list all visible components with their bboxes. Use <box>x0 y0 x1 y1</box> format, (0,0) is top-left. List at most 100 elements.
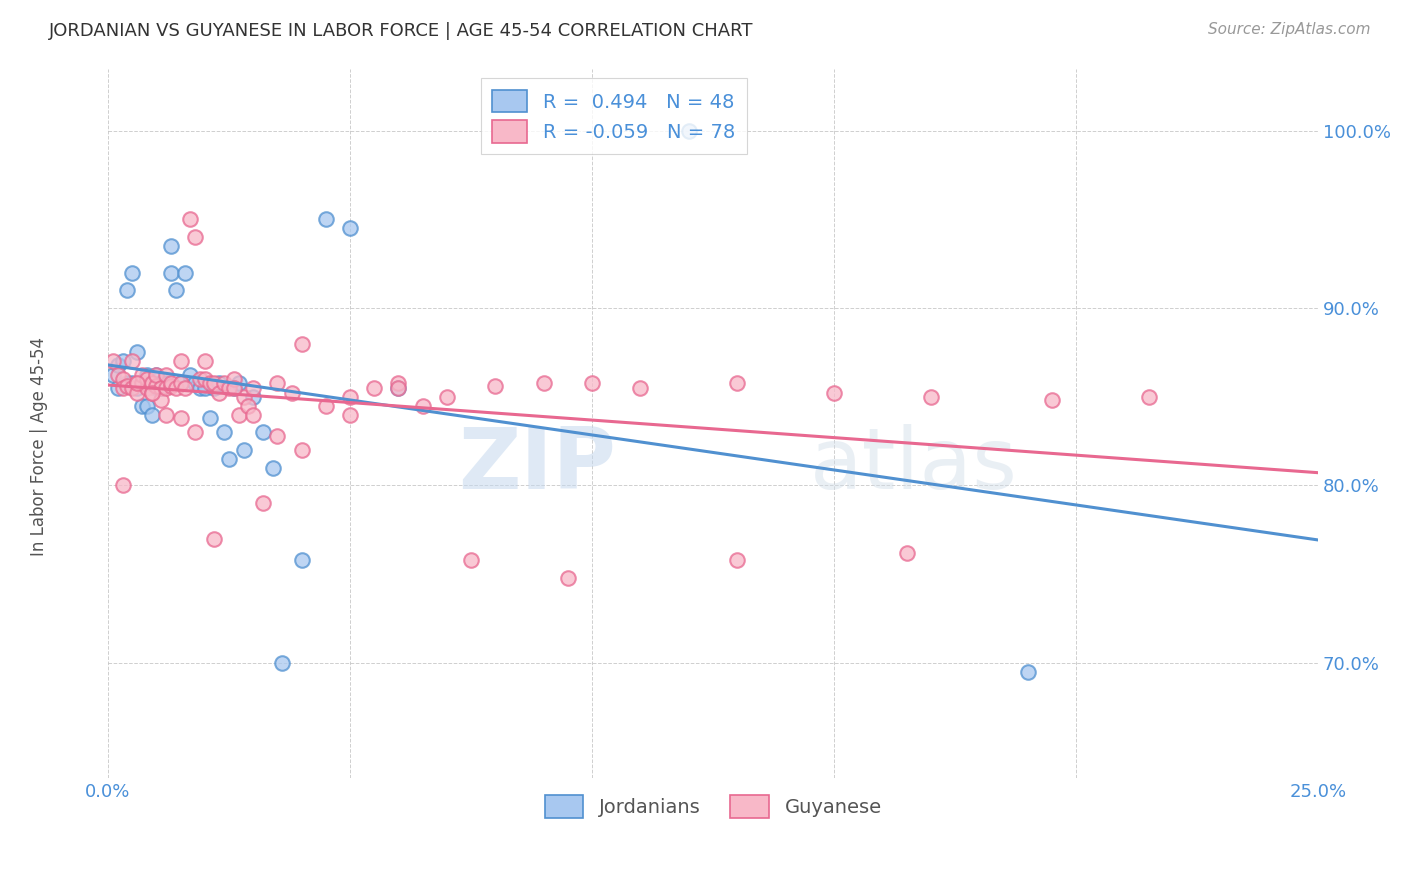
Point <box>242 408 264 422</box>
Point <box>339 390 361 404</box>
Point <box>1137 390 1160 404</box>
Point <box>291 336 314 351</box>
Point <box>145 379 167 393</box>
Point <box>145 381 167 395</box>
Point <box>101 354 124 368</box>
Point <box>174 266 197 280</box>
Point <box>107 368 129 383</box>
Point <box>339 408 361 422</box>
Point <box>339 221 361 235</box>
Point <box>266 376 288 390</box>
Legend: Jordanians, Guyanese: Jordanians, Guyanese <box>537 788 890 825</box>
Point <box>242 381 264 395</box>
Point <box>198 376 221 390</box>
Point <box>131 376 153 390</box>
Point <box>141 386 163 401</box>
Text: ZIP: ZIP <box>458 425 616 508</box>
Point <box>165 381 187 395</box>
Point <box>141 386 163 401</box>
Point <box>387 381 409 395</box>
Point <box>218 381 240 395</box>
Point <box>228 408 250 422</box>
Point <box>160 376 183 390</box>
Point <box>1040 393 1063 408</box>
Point <box>150 393 173 408</box>
Point <box>212 376 235 390</box>
Point <box>232 390 254 404</box>
Point <box>160 379 183 393</box>
Point <box>281 386 304 401</box>
Point <box>194 354 217 368</box>
Point <box>141 379 163 393</box>
Point <box>678 123 700 137</box>
Point <box>135 399 157 413</box>
Point <box>145 368 167 383</box>
Point <box>725 553 748 567</box>
Point <box>204 381 226 395</box>
Point <box>896 546 918 560</box>
Point <box>117 283 139 297</box>
Text: JORDANIAN VS GUYANESE IN LABOR FORCE | AGE 45-54 CORRELATION CHART: JORDANIAN VS GUYANESE IN LABOR FORCE | A… <box>49 22 754 40</box>
Point <box>222 381 245 395</box>
Point <box>291 553 314 567</box>
Point <box>169 354 191 368</box>
Point <box>125 386 148 401</box>
Point <box>184 425 207 440</box>
Point <box>271 656 294 670</box>
Point <box>135 368 157 383</box>
Point <box>111 372 134 386</box>
Point <box>155 408 177 422</box>
Point <box>533 376 555 390</box>
Point <box>155 381 177 395</box>
Point <box>222 372 245 386</box>
Point <box>218 451 240 466</box>
Point <box>920 390 942 404</box>
Point <box>107 381 129 395</box>
Text: In Labor Force | Age 45-54: In Labor Force | Age 45-54 <box>31 336 48 556</box>
Point <box>111 381 134 395</box>
Point <box>222 381 245 395</box>
Point <box>131 399 153 413</box>
Point <box>174 381 197 395</box>
Point <box>194 372 217 386</box>
Point <box>135 381 157 395</box>
Point <box>188 372 211 386</box>
Point <box>291 442 314 457</box>
Point <box>262 460 284 475</box>
Point <box>436 390 458 404</box>
Point <box>121 266 143 280</box>
Point <box>150 376 173 390</box>
Point <box>315 212 337 227</box>
Text: atlas: atlas <box>810 425 1018 508</box>
Point <box>557 571 579 585</box>
Point <box>121 376 143 390</box>
Point <box>125 381 148 395</box>
Point <box>412 399 434 413</box>
Point <box>125 376 148 390</box>
Point <box>117 376 139 390</box>
Point <box>179 212 201 227</box>
Point <box>184 230 207 244</box>
Point <box>238 399 260 413</box>
Point <box>169 376 191 390</box>
Point <box>484 379 506 393</box>
Point <box>194 381 217 395</box>
Point <box>363 381 385 395</box>
Point <box>155 376 177 390</box>
Point <box>107 358 129 372</box>
Point <box>135 372 157 386</box>
Point <box>184 376 207 390</box>
Point <box>212 425 235 440</box>
Point <box>145 368 167 383</box>
Point <box>252 496 274 510</box>
Point <box>725 376 748 390</box>
Text: Source: ZipAtlas.com: Source: ZipAtlas.com <box>1208 22 1371 37</box>
Point <box>155 368 177 383</box>
Point <box>111 354 134 368</box>
Point <box>266 429 288 443</box>
Point <box>160 239 183 253</box>
Point <box>460 553 482 567</box>
Point <box>169 376 191 390</box>
Point <box>150 381 173 395</box>
Point <box>150 381 173 395</box>
